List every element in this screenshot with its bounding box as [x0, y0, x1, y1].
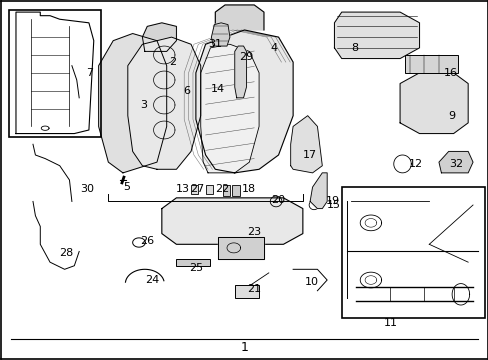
Text: 29: 29 — [238, 52, 252, 62]
Text: 18: 18 — [242, 184, 256, 194]
Text: 26: 26 — [140, 236, 154, 246]
Text: 3: 3 — [140, 100, 147, 110]
Polygon shape — [438, 152, 472, 173]
FancyBboxPatch shape — [234, 285, 259, 298]
Polygon shape — [215, 5, 264, 30]
Polygon shape — [127, 37, 201, 169]
Text: 14: 14 — [210, 84, 224, 94]
Polygon shape — [309, 173, 326, 208]
Text: 24: 24 — [145, 275, 159, 285]
Text: 6: 6 — [183, 86, 190, 96]
Polygon shape — [99, 33, 166, 173]
Text: 10: 10 — [305, 277, 319, 287]
Text: 19: 19 — [325, 197, 340, 206]
Text: 9: 9 — [448, 111, 455, 121]
Text: 31: 31 — [208, 39, 222, 49]
Polygon shape — [290, 116, 322, 173]
Polygon shape — [334, 12, 419, 59]
Text: 32: 32 — [448, 159, 462, 169]
Text: 16: 16 — [443, 68, 457, 78]
Text: 5: 5 — [123, 182, 130, 192]
Polygon shape — [201, 44, 259, 173]
FancyBboxPatch shape — [222, 185, 229, 196]
Text: 4: 4 — [269, 43, 277, 53]
Text: 7: 7 — [86, 68, 93, 78]
Text: 12: 12 — [408, 159, 422, 169]
Text: 28: 28 — [59, 248, 73, 258]
Polygon shape — [234, 46, 246, 98]
FancyBboxPatch shape — [176, 258, 210, 266]
FancyBboxPatch shape — [404, 55, 458, 73]
Text: 13: 13 — [176, 184, 190, 194]
Text: 11: 11 — [383, 318, 397, 328]
FancyBboxPatch shape — [205, 185, 212, 194]
Text: 15: 15 — [326, 200, 341, 210]
Text: 8: 8 — [351, 43, 358, 53]
Polygon shape — [217, 237, 264, 258]
Polygon shape — [399, 73, 467, 134]
Text: 30: 30 — [81, 184, 95, 194]
FancyBboxPatch shape — [232, 185, 239, 196]
Polygon shape — [142, 23, 176, 51]
Polygon shape — [162, 198, 302, 244]
FancyBboxPatch shape — [191, 185, 198, 194]
Polygon shape — [211, 23, 229, 46]
Text: 27: 27 — [189, 184, 203, 194]
Text: 17: 17 — [302, 150, 316, 160]
Text: 1: 1 — [240, 341, 248, 354]
Text: 21: 21 — [246, 284, 261, 294]
Text: 23: 23 — [246, 227, 261, 237]
Text: 25: 25 — [188, 262, 203, 273]
Text: 2: 2 — [169, 57, 176, 67]
Text: 22: 22 — [214, 184, 228, 194]
Polygon shape — [196, 30, 292, 173]
Text: 20: 20 — [271, 195, 285, 204]
